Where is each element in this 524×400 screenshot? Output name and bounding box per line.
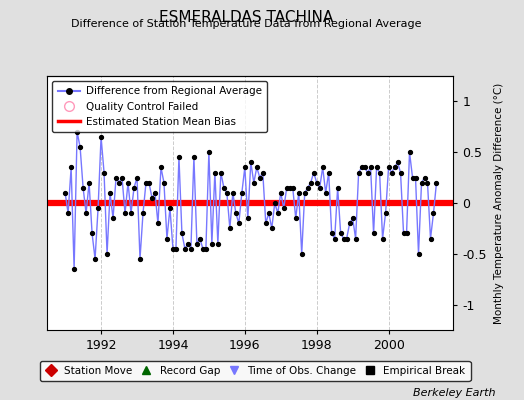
Text: Berkeley Earth: Berkeley Earth — [413, 388, 495, 398]
Y-axis label: Monthly Temperature Anomaly Difference (°C): Monthly Temperature Anomaly Difference (… — [494, 82, 504, 324]
Text: Difference of Station Temperature Data from Regional Average: Difference of Station Temperature Data f… — [71, 19, 421, 29]
Legend: Difference from Regional Average, Quality Control Failed, Estimated Station Mean: Difference from Regional Average, Qualit… — [52, 81, 267, 132]
Text: ESMERALDAS TACHINA: ESMERALDAS TACHINA — [159, 10, 333, 25]
Legend: Station Move, Record Gap, Time of Obs. Change, Empirical Break: Station Move, Record Gap, Time of Obs. C… — [40, 361, 471, 381]
